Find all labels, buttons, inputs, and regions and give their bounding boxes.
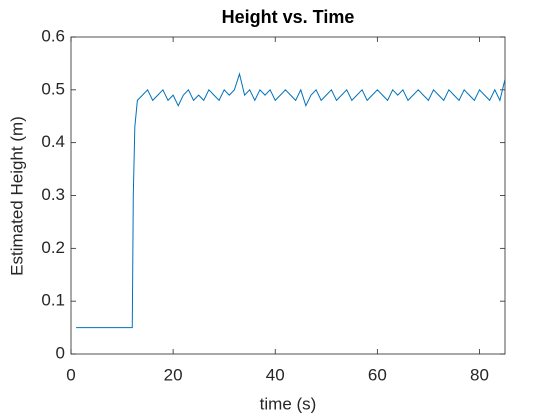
x-axis-label: time (s) <box>260 394 317 413</box>
data-line <box>76 72 506 329</box>
chart-title: Height vs. Time <box>222 7 355 27</box>
x-tick-label: 0 <box>66 365 75 384</box>
y-tick-label: 0.4 <box>41 132 65 151</box>
y-tick-label: 0.1 <box>41 291 65 310</box>
plot-area <box>70 36 506 355</box>
x-tick-label: 80 <box>470 365 489 384</box>
x-tick-label: 40 <box>266 365 285 384</box>
y-tick-label: 0.2 <box>41 238 65 257</box>
y-tick-label: 0.6 <box>41 26 65 45</box>
y-tick-label: 0.5 <box>41 79 65 98</box>
x-tick-label: 60 <box>368 365 387 384</box>
y-axis-label: Estimated Height (m) <box>7 116 26 276</box>
x-tick-label: 20 <box>164 365 183 384</box>
y-tick-label: 0 <box>56 343 65 362</box>
y-tick-label: 0.3 <box>41 185 65 204</box>
